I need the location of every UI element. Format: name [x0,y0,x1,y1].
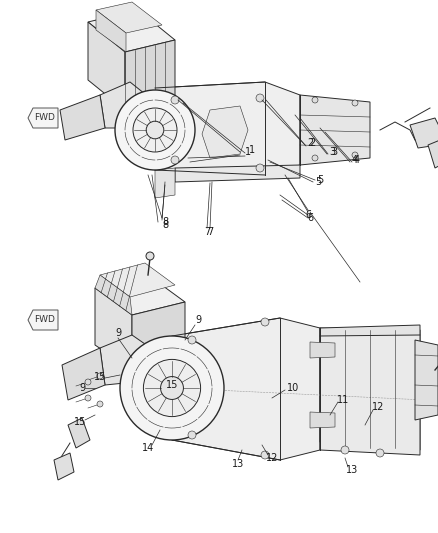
Polygon shape [300,95,370,165]
Circle shape [146,121,164,139]
Polygon shape [88,10,175,52]
Polygon shape [310,342,335,358]
Text: 14: 14 [142,443,154,453]
Text: 8: 8 [162,217,168,227]
Polygon shape [96,10,126,52]
Text: 6: 6 [305,210,311,220]
Polygon shape [202,106,248,158]
Polygon shape [415,340,438,420]
Text: 11: 11 [337,395,349,405]
Circle shape [341,446,349,454]
Text: 2: 2 [309,138,315,148]
Text: 1: 1 [245,147,251,157]
Circle shape [85,395,91,401]
Circle shape [261,451,269,459]
Polygon shape [320,328,420,455]
Text: 3: 3 [331,147,337,157]
Polygon shape [60,95,105,140]
Polygon shape [100,82,165,128]
Circle shape [120,336,224,440]
Polygon shape [175,165,300,182]
Text: 15: 15 [94,372,106,382]
Polygon shape [62,348,105,400]
Circle shape [261,318,269,326]
Polygon shape [320,335,420,450]
Text: 5: 5 [315,177,321,187]
Polygon shape [95,275,132,315]
Circle shape [256,94,264,102]
Circle shape [376,449,384,457]
Circle shape [188,336,196,344]
Polygon shape [96,2,162,33]
Polygon shape [172,318,320,460]
Text: 2: 2 [307,138,313,148]
Circle shape [143,359,201,417]
Polygon shape [28,108,58,128]
Polygon shape [95,288,132,370]
Text: 10: 10 [287,383,299,393]
Polygon shape [100,335,168,385]
Text: 12: 12 [266,453,278,463]
Circle shape [312,155,318,161]
Text: 3: 3 [329,147,335,157]
Polygon shape [95,275,185,315]
Circle shape [352,100,358,106]
Circle shape [312,97,318,103]
Circle shape [85,379,91,385]
Text: 4: 4 [354,155,360,165]
Text: 5: 5 [317,175,323,185]
Text: 4: 4 [352,155,358,165]
Circle shape [115,90,195,170]
Text: 9: 9 [79,383,85,393]
Polygon shape [54,453,74,480]
Polygon shape [68,418,90,448]
Circle shape [97,373,103,379]
Circle shape [97,401,103,407]
Text: 9: 9 [115,328,121,338]
Text: 7: 7 [207,227,213,237]
Circle shape [256,164,264,172]
Circle shape [161,376,184,399]
Polygon shape [155,168,175,198]
Text: 7: 7 [204,227,210,237]
Text: FWD: FWD [35,114,56,123]
Text: 9: 9 [195,315,201,325]
Text: 15: 15 [166,380,178,390]
Circle shape [352,152,358,158]
Polygon shape [320,325,420,336]
Polygon shape [155,82,300,175]
Text: 12: 12 [372,402,384,412]
Text: 8: 8 [162,220,168,230]
Polygon shape [28,310,58,330]
Text: 13: 13 [346,465,358,475]
Polygon shape [310,412,335,428]
Polygon shape [410,118,438,148]
Polygon shape [132,302,185,370]
Circle shape [188,431,196,439]
Polygon shape [100,263,175,297]
Polygon shape [428,138,438,168]
Text: 15: 15 [74,417,86,427]
Circle shape [171,96,179,104]
Text: 13: 13 [232,459,244,469]
Polygon shape [125,40,175,110]
Text: 1: 1 [249,145,255,155]
Circle shape [171,156,179,164]
Polygon shape [88,22,125,110]
Text: 6: 6 [307,213,313,223]
Circle shape [133,108,177,152]
Circle shape [146,252,154,260]
Text: FWD: FWD [35,316,56,325]
